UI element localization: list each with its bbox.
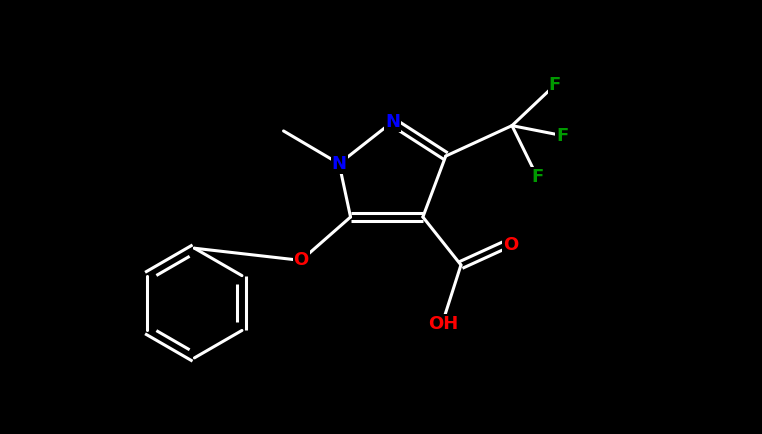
Text: O: O: [503, 236, 518, 254]
Text: O: O: [293, 251, 309, 270]
Text: OH: OH: [428, 315, 459, 332]
Text: N: N: [331, 155, 347, 173]
Text: F: F: [549, 76, 561, 94]
Text: F: F: [531, 168, 543, 186]
Text: N: N: [385, 113, 400, 131]
Text: F: F: [556, 127, 568, 145]
